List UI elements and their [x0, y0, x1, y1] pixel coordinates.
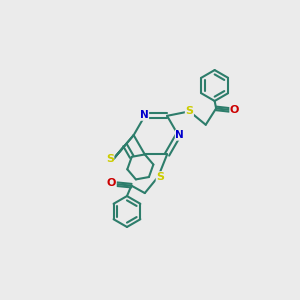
Text: S: S: [185, 106, 194, 116]
Text: S: S: [106, 154, 114, 164]
Text: O: O: [107, 178, 116, 188]
Text: N: N: [175, 130, 184, 140]
Text: O: O: [230, 105, 239, 115]
Text: N: N: [140, 110, 148, 120]
Text: S: S: [156, 172, 164, 182]
